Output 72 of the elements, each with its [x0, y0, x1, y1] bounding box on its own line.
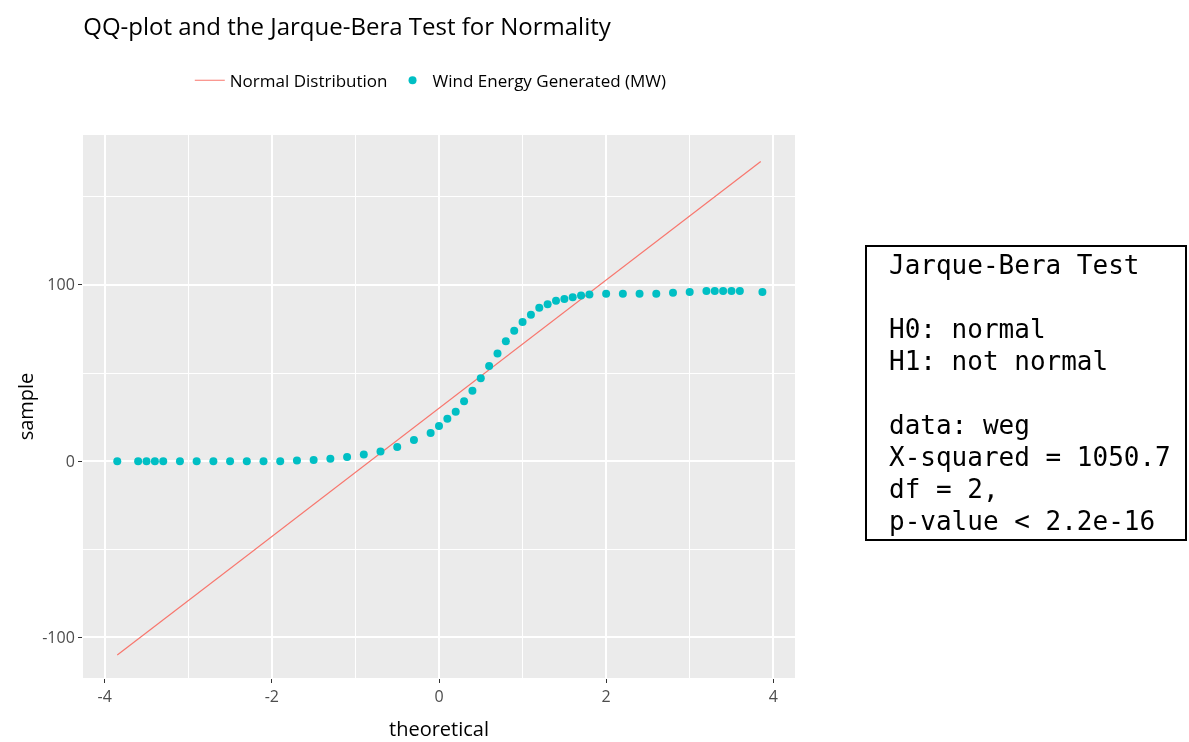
point [451, 407, 460, 416]
point [460, 397, 469, 406]
point [493, 349, 502, 358]
point [276, 457, 285, 466]
point [702, 287, 711, 296]
point [426, 428, 435, 437]
point [209, 457, 218, 466]
point [727, 287, 736, 296]
legend-label: Normal Distribution [229, 68, 388, 92]
point [668, 288, 677, 297]
point [526, 310, 535, 319]
point [393, 443, 402, 452]
text: Jarque-Bera Test [889, 249, 1141, 281]
point [409, 436, 418, 444]
point [710, 287, 719, 296]
point [602, 289, 611, 298]
point [476, 374, 485, 383]
y-tick-label: 0 [65, 449, 75, 472]
point [577, 291, 586, 300]
x-axis-title: theoretical [389, 715, 489, 742]
point [635, 289, 644, 298]
point [501, 337, 510, 346]
text: data: weg [889, 409, 1031, 441]
point [376, 447, 385, 456]
point [259, 457, 268, 466]
x-tick-label: -4 [97, 685, 112, 708]
point [142, 457, 151, 466]
point [159, 457, 168, 466]
point [175, 457, 184, 466]
text: p-value < 2.2e-16 [889, 505, 1157, 537]
point [758, 287, 767, 296]
x-tick-label: 4 [768, 685, 778, 708]
point [226, 457, 235, 466]
y-tick-label: -100 [42, 626, 75, 649]
point [150, 457, 159, 466]
point [585, 290, 594, 299]
point [343, 453, 352, 462]
point [568, 293, 577, 302]
point [535, 303, 544, 312]
point [518, 317, 527, 326]
y-axis-title: sample [12, 372, 39, 441]
text: H0: normal [889, 313, 1047, 345]
point [468, 386, 477, 395]
point [309, 455, 318, 464]
point [618, 289, 627, 298]
x-tick-label: 0 [434, 685, 444, 708]
point [560, 294, 569, 303]
point [719, 287, 728, 296]
text: df = 2, [889, 473, 1000, 505]
point [443, 414, 452, 423]
x-tick-label: 2 [601, 685, 611, 708]
point [326, 454, 335, 463]
point [359, 450, 368, 459]
point [134, 457, 143, 466]
point [113, 457, 122, 466]
point [543, 300, 552, 309]
point [685, 287, 694, 296]
point [192, 457, 201, 466]
point [735, 287, 744, 296]
text: H1: not normal [889, 345, 1110, 377]
point [652, 289, 661, 298]
chart-title: QQ-plot and the Jarque-Bera Test for Normality [83, 9, 612, 43]
point [510, 326, 519, 335]
text: X-squared = 1050.7 [889, 441, 1172, 473]
point [242, 457, 251, 466]
point [435, 421, 443, 430]
legend-label: Wind Energy Generated (MW) [432, 68, 666, 92]
point [552, 296, 560, 305]
point [292, 456, 301, 465]
x-tick-label: -2 [264, 685, 280, 708]
point [485, 361, 494, 370]
y-tick-label: 100 [47, 273, 75, 296]
